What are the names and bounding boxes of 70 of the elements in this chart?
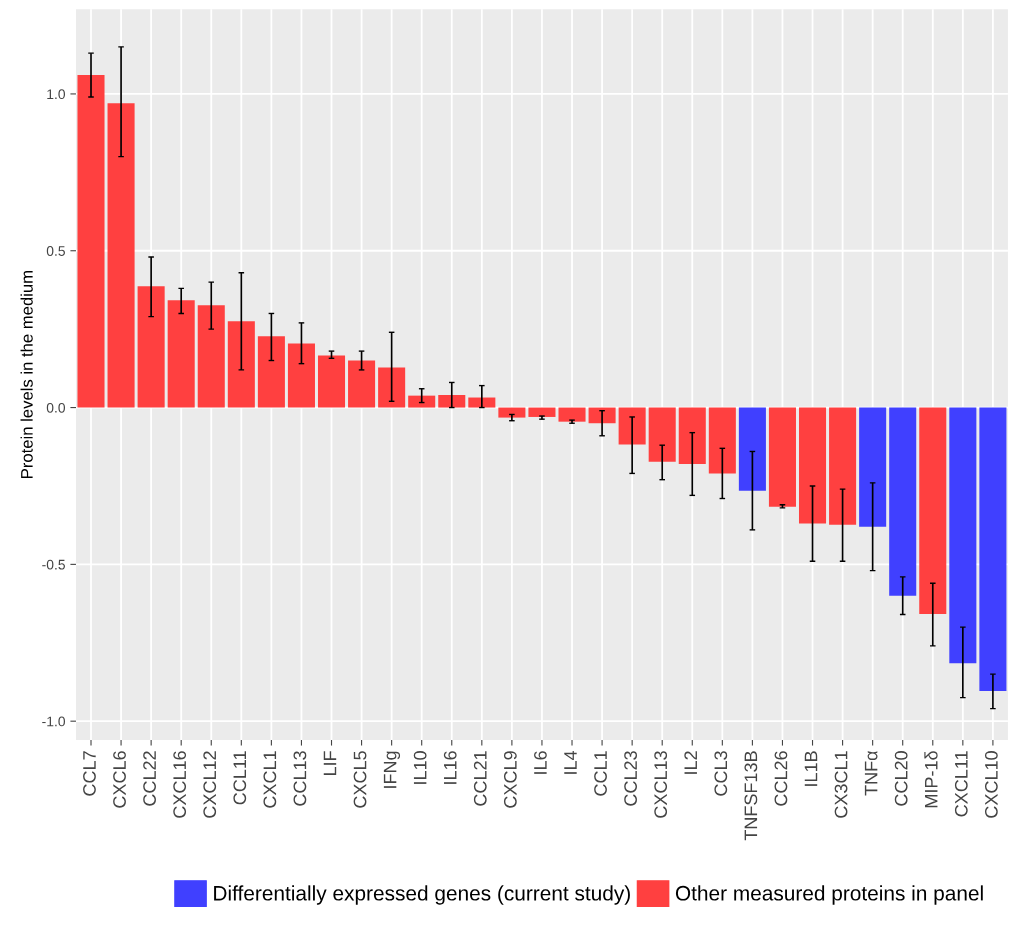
bar — [738, 407, 766, 491]
bar — [648, 407, 676, 462]
bar — [408, 395, 436, 408]
bar — [438, 395, 466, 408]
legend-label: Other measured proteins in panel — [675, 885, 983, 905]
x-tick-label: TNFα — [864, 750, 878, 796]
y-tick-label: -1.0 — [42, 716, 66, 727]
bar — [137, 286, 165, 408]
x-tick-label: CXCL12 — [203, 751, 217, 818]
x-tick-label: CXCL9 — [503, 751, 517, 808]
bar — [287, 343, 315, 408]
bar — [979, 407, 1007, 692]
x-tick-label: CCL3 — [714, 751, 728, 796]
x-tick-label: CXCL10 — [984, 751, 998, 818]
x-tick-label: MIP-1δ — [924, 751, 938, 808]
x-tick-label: CCL20 — [894, 751, 908, 806]
x-tick-label: CCL11 — [233, 751, 247, 805]
bar — [859, 407, 887, 527]
bar — [167, 300, 195, 408]
x-tick-label: IL1B — [804, 751, 818, 786]
bar — [678, 407, 706, 465]
x-tick-label: CXCL6 — [113, 751, 126, 808]
bar — [768, 407, 796, 507]
x-tick-label: IL10 — [413, 751, 427, 784]
bar — [77, 75, 105, 408]
y-tick-label: 0.5 — [46, 246, 65, 256]
x-tick-label: TNFSF13B — [744, 751, 758, 841]
x-tick-label: CCL7 — [83, 751, 96, 796]
bar — [107, 103, 135, 408]
y-axis-title: Protein levels in the medium — [20, 271, 33, 478]
bar — [919, 407, 947, 614]
y-tick-label: -0.5 — [42, 559, 65, 570]
bar — [227, 321, 255, 408]
x-tick-label: CXCL11 — [954, 751, 968, 817]
x-tick-label: IL16 — [443, 751, 457, 784]
bar — [197, 305, 225, 408]
y-tick-label: 1.0 — [47, 89, 66, 100]
x-tick-label: CCL21 — [473, 751, 487, 806]
x-tick-label: CCL23 — [624, 751, 637, 806]
bar — [618, 407, 646, 445]
x-tick-label: IL4 — [564, 750, 577, 774]
bar — [317, 355, 346, 408]
x-tick-label: IFNg — [383, 751, 401, 788]
x-tick-label: IL2 — [684, 751, 697, 774]
y-tick-label: 0.0 — [46, 402, 66, 413]
bar — [498, 407, 526, 418]
bar — [257, 336, 285, 408]
x-tick-label: IL6 — [534, 751, 547, 774]
x-tick-label: CXCL5 — [353, 751, 367, 808]
x-tick-label: CCL1 — [594, 751, 607, 796]
bar — [378, 367, 406, 408]
bar — [528, 407, 556, 417]
bar — [889, 407, 917, 596]
x-tick-label: CCL26 — [774, 751, 788, 806]
bar — [708, 407, 736, 474]
bar — [468, 397, 496, 408]
x-tick-label: CCL22 — [143, 751, 156, 806]
legend-label: Differentially expressed genes (current study) — [214, 885, 630, 905]
bar — [558, 407, 586, 422]
x-tick-label: LIF — [323, 751, 337, 776]
bar — [829, 407, 857, 525]
x-tick-label: CX3CL1 — [834, 751, 848, 818]
bar — [799, 407, 827, 524]
x-tick-label: CXCL13 — [654, 751, 668, 818]
x-tick-label: CXCL16 — [173, 751, 187, 818]
bar — [588, 407, 616, 424]
bar — [949, 407, 977, 664]
x-tick-label: CXCL1 — [263, 751, 277, 808]
bar — [348, 360, 376, 408]
x-tick-label: CCL13 — [293, 751, 307, 806]
